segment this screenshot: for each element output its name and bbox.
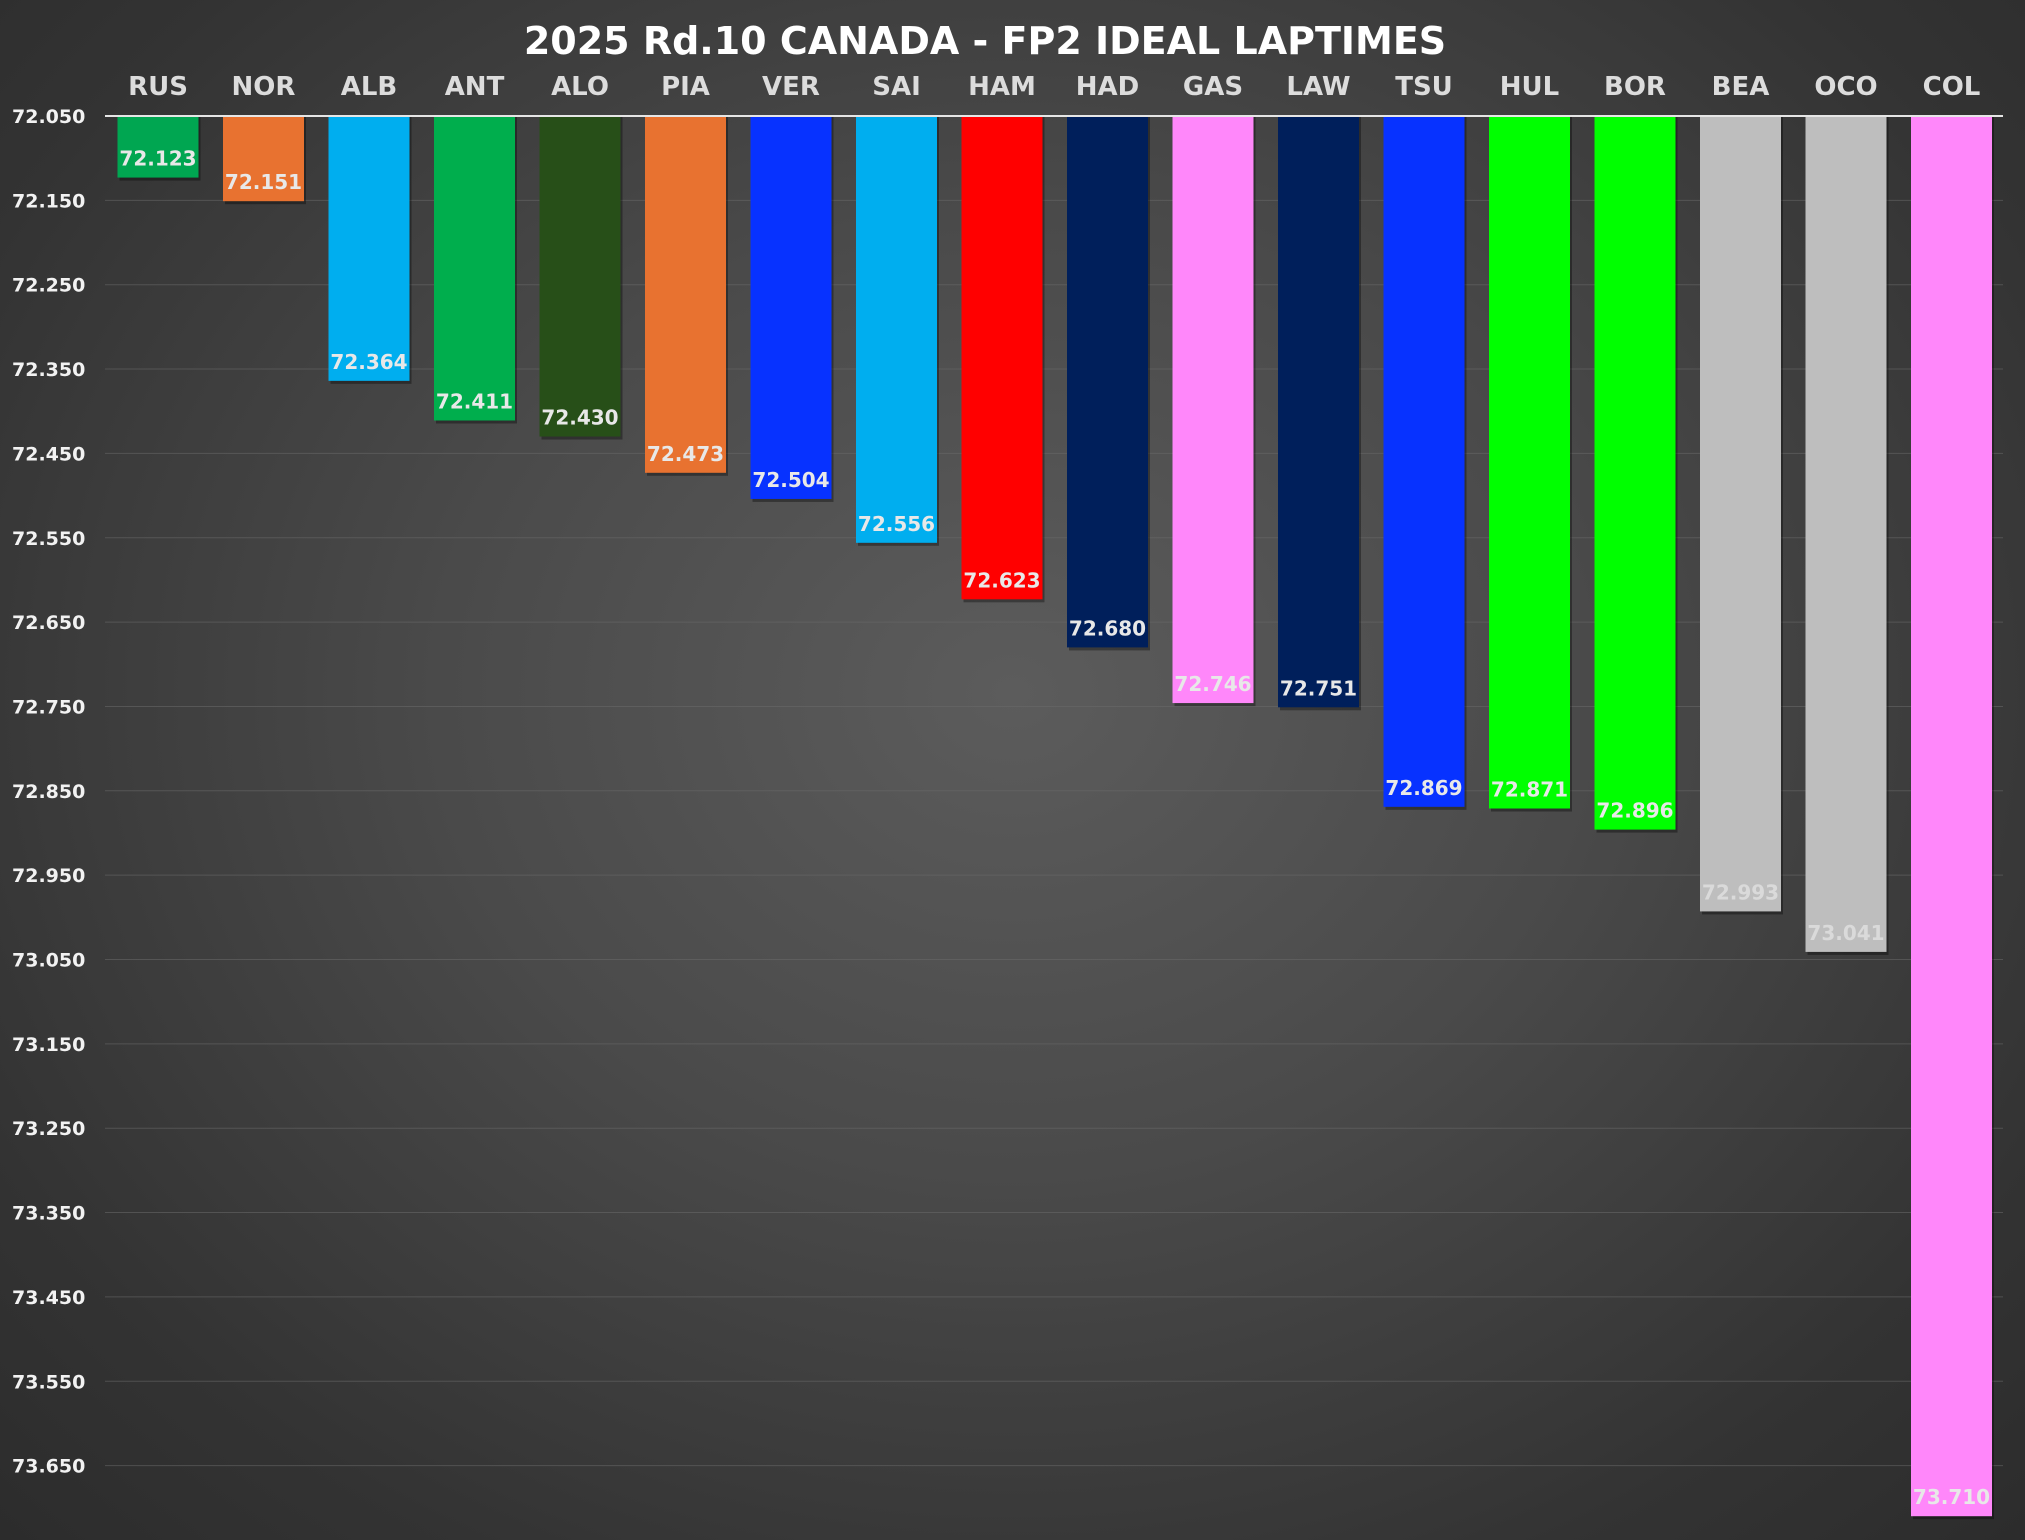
y-tick-label: 72.550	[12, 528, 85, 550]
gridlines	[105, 199, 2003, 1467]
x-tick-label-bea: BEA	[1712, 72, 1770, 102]
x-tick-label-gas: GAS	[1183, 72, 1243, 102]
bars: 72.123 72.151 72.364 72.411 72.430 72.473 72.5…	[117, 116, 1994, 1520]
bar-hul	[1489, 116, 1570, 809]
value-label-bea: 72.993	[1702, 880, 1779, 904]
value-label-nor: 72.151	[225, 170, 302, 194]
x-tick-label-hul: HUL	[1500, 72, 1559, 102]
value-label-law: 72.751	[1280, 676, 1357, 700]
bar-ant	[434, 116, 515, 421]
y-tick-label: 73.350	[12, 1203, 85, 1225]
x-tick-label-alb: ALB	[341, 72, 398, 102]
x-tick-label-ant: ANT	[445, 72, 505, 102]
y-tick-label: 72.350	[12, 359, 85, 381]
y-tick-label: 73.250	[12, 1118, 85, 1140]
x-tick-label-law: LAW	[1286, 72, 1350, 102]
value-label-bor: 72.896	[1596, 799, 1673, 823]
x-tick-label-sai: SAI	[872, 72, 921, 102]
x-tick-label-oco: OCO	[1814, 72, 1877, 102]
bar-oco	[1805, 116, 1887, 952]
x-tick-label-col: COL	[1923, 72, 1981, 102]
y-tick-label: 72.650	[12, 612, 85, 634]
x-tick-label-tsu: TSU	[1395, 72, 1453, 102]
bar-bor	[1594, 116, 1676, 830]
y-tick-label: 73.150	[12, 1034, 85, 1056]
y-tick-label: 72.150	[12, 190, 85, 212]
x-tick-label-alo: ALO	[551, 72, 609, 102]
value-label-alo: 72.430	[541, 406, 618, 430]
bar-alo	[539, 116, 621, 437]
y-tick-label: 72.850	[12, 781, 85, 803]
y-axis-ticks: 72.050 72.150 72.250 72.350 72.450 72.550 72.6…	[12, 106, 85, 1478]
x-tick-label-ham: HAM	[968, 72, 1036, 102]
y-tick-label: 72.050	[12, 106, 85, 128]
x-tick-label-had: HAD	[1076, 72, 1139, 102]
bar-tsu	[1383, 116, 1465, 807]
value-label-ant: 72.411	[436, 390, 513, 414]
value-label-had: 72.680	[1069, 616, 1146, 640]
bar-had	[1067, 116, 1148, 648]
x-tick-label-rus: RUS	[128, 72, 188, 102]
value-label-ver: 72.504	[752, 468, 829, 492]
value-label-ham: 72.623	[963, 568, 1040, 592]
bar-pia	[645, 116, 726, 473]
y-tick-label: 73.450	[12, 1287, 85, 1309]
bar-law	[1278, 116, 1359, 708]
y-tick-label: 73.050	[12, 950, 85, 972]
bar-ham	[961, 116, 1043, 600]
value-label-gas: 72.746	[1174, 672, 1251, 696]
value-label-hul: 72.871	[1491, 778, 1568, 802]
y-tick-label: 72.750	[12, 696, 85, 718]
x-tick-label-pia: PIA	[661, 72, 710, 102]
value-label-rus: 72.123	[119, 147, 196, 171]
value-label-alb: 72.364	[330, 350, 407, 374]
x-tick-label-nor: NOR	[232, 72, 296, 102]
value-label-tsu: 72.869	[1385, 776, 1462, 800]
bar-col	[1911, 116, 1992, 1517]
bar-nor	[223, 116, 304, 202]
x-tick-label-bor: BOR	[1604, 72, 1666, 102]
bar-gas	[1172, 116, 1254, 704]
y-tick-label: 72.250	[12, 275, 85, 297]
bar-bea	[1700, 116, 1781, 912]
value-label-sai: 72.556	[858, 512, 935, 536]
value-label-col: 73.710	[1913, 1485, 1990, 1509]
bar-ver	[750, 116, 832, 499]
bar-sai	[856, 116, 937, 543]
x-tick-label-ver: VER	[762, 72, 820, 102]
x-axis-driver-labels: RUS NOR ALB ANT ALO PIA VER SAI HAM HAD GAS LAW TSU H…	[128, 72, 1980, 102]
y-tick-label: 73.550	[12, 1371, 85, 1393]
y-tick-label: 73.650	[12, 1456, 85, 1478]
bar-alb	[328, 116, 410, 381]
y-tick-label: 72.950	[12, 865, 85, 887]
value-label-pia: 72.473	[647, 442, 724, 466]
value-label-oco: 73.041	[1807, 921, 1884, 945]
bar-rus	[117, 116, 199, 178]
y-tick-label: 72.450	[12, 443, 85, 465]
chart-title: 2025 Rd.10 CANADA - FP2 IDEAL LAPTIMES	[524, 19, 1446, 63]
